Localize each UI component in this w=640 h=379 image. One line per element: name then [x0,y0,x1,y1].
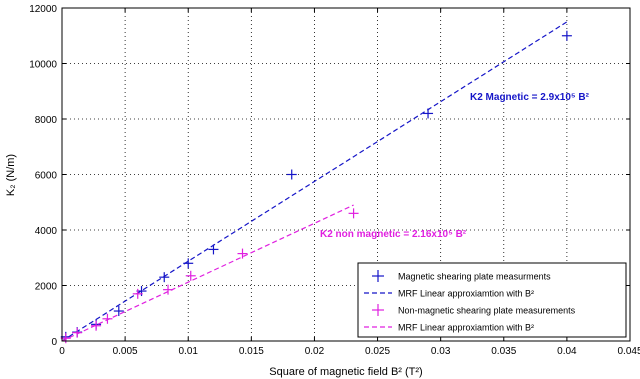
x-tick-label: 0.03 [431,346,451,357]
x-tick-label: 0.015 [239,346,264,357]
series-1-fit-line [61,21,568,342]
y-tick-label: 4000 [35,226,58,237]
series-2-point [132,288,143,299]
series-0-point [159,272,170,283]
legend-items: Magnetic shearing plate measurments MRF L… [364,270,576,333]
x-tick-label: 0.045 [617,346,640,357]
legend-item: MRF Linear approxiamtion with B² [364,323,534,333]
grid [62,8,630,341]
annotation-non-magnetic-text: K2 non magnetic = 2.16x10⁵ B² [320,229,467,240]
legend-label: Non-magnetic shearing plate measurements [398,306,576,316]
legend-box [357,262,627,338]
y-tick-label: 6000 [35,171,58,182]
series-0-point [113,306,124,317]
x-axis-label: Square of magnetic field B² (T²) [269,366,422,378]
legend-item: Magnetic shearing plate measurments [372,270,551,282]
legend-label: MRF Linear approxiamtion with B² [398,289,534,299]
x-tick-label: 0.01 [178,346,198,357]
series-0-point [561,30,572,41]
x-tick-label: 0.005 [113,346,138,357]
y-tick-label: 12000 [29,4,57,15]
annotation-magnetic: K2 Magnetic = 2.9x10⁵ B² [470,92,590,103]
series-2-point [91,320,102,331]
x-tick-label: 0.035 [491,346,516,357]
series-3-fit-line [61,204,354,342]
y-tick-label: 10000 [29,60,57,71]
legend: Magnetic shearing plate measurments MRF L… [357,262,627,338]
series-2-point [237,248,248,259]
series-0-point [286,169,297,180]
axis-ticks: 0 0.005 0.01 0.015 0.02 0.025 0.03 0.035 0.04 0.0… [29,4,640,357]
legend-label: Magnetic shearing plate measurments [398,272,551,282]
x-tick-label: 0.04 [557,346,577,357]
x-tick-label: 0 [59,346,65,357]
y-tick-label: 8000 [35,115,58,126]
series-layer [60,21,572,344]
y-tick-label: 0 [51,337,57,348]
annotation-magnetic-text: K2 Magnetic = 2.9x10⁵ B² [470,92,590,103]
series-2-point [102,313,113,324]
series-2-point [348,208,359,219]
series-2-point [185,270,196,281]
legend-label: MRF Linear approxiamtion with B² [398,323,534,333]
annotations: K2 Magnetic = 2.9x10⁵ B² K2 non magnetic… [320,92,590,240]
x-tick-label: 0.025 [365,346,390,357]
x-tick-label: 0.02 [305,346,325,357]
y-axis-label: K₂ (N/m) [5,154,17,196]
annotation-non-magnetic: K2 non magnetic = 2.16x10⁵ B² [320,229,467,240]
y-tick-label: 2000 [35,282,58,293]
legend-item: Non-magnetic shearing plate measurements [372,304,576,316]
series-0-point [208,244,219,255]
legend-item: MRF Linear approxiamtion with B² [364,289,534,299]
